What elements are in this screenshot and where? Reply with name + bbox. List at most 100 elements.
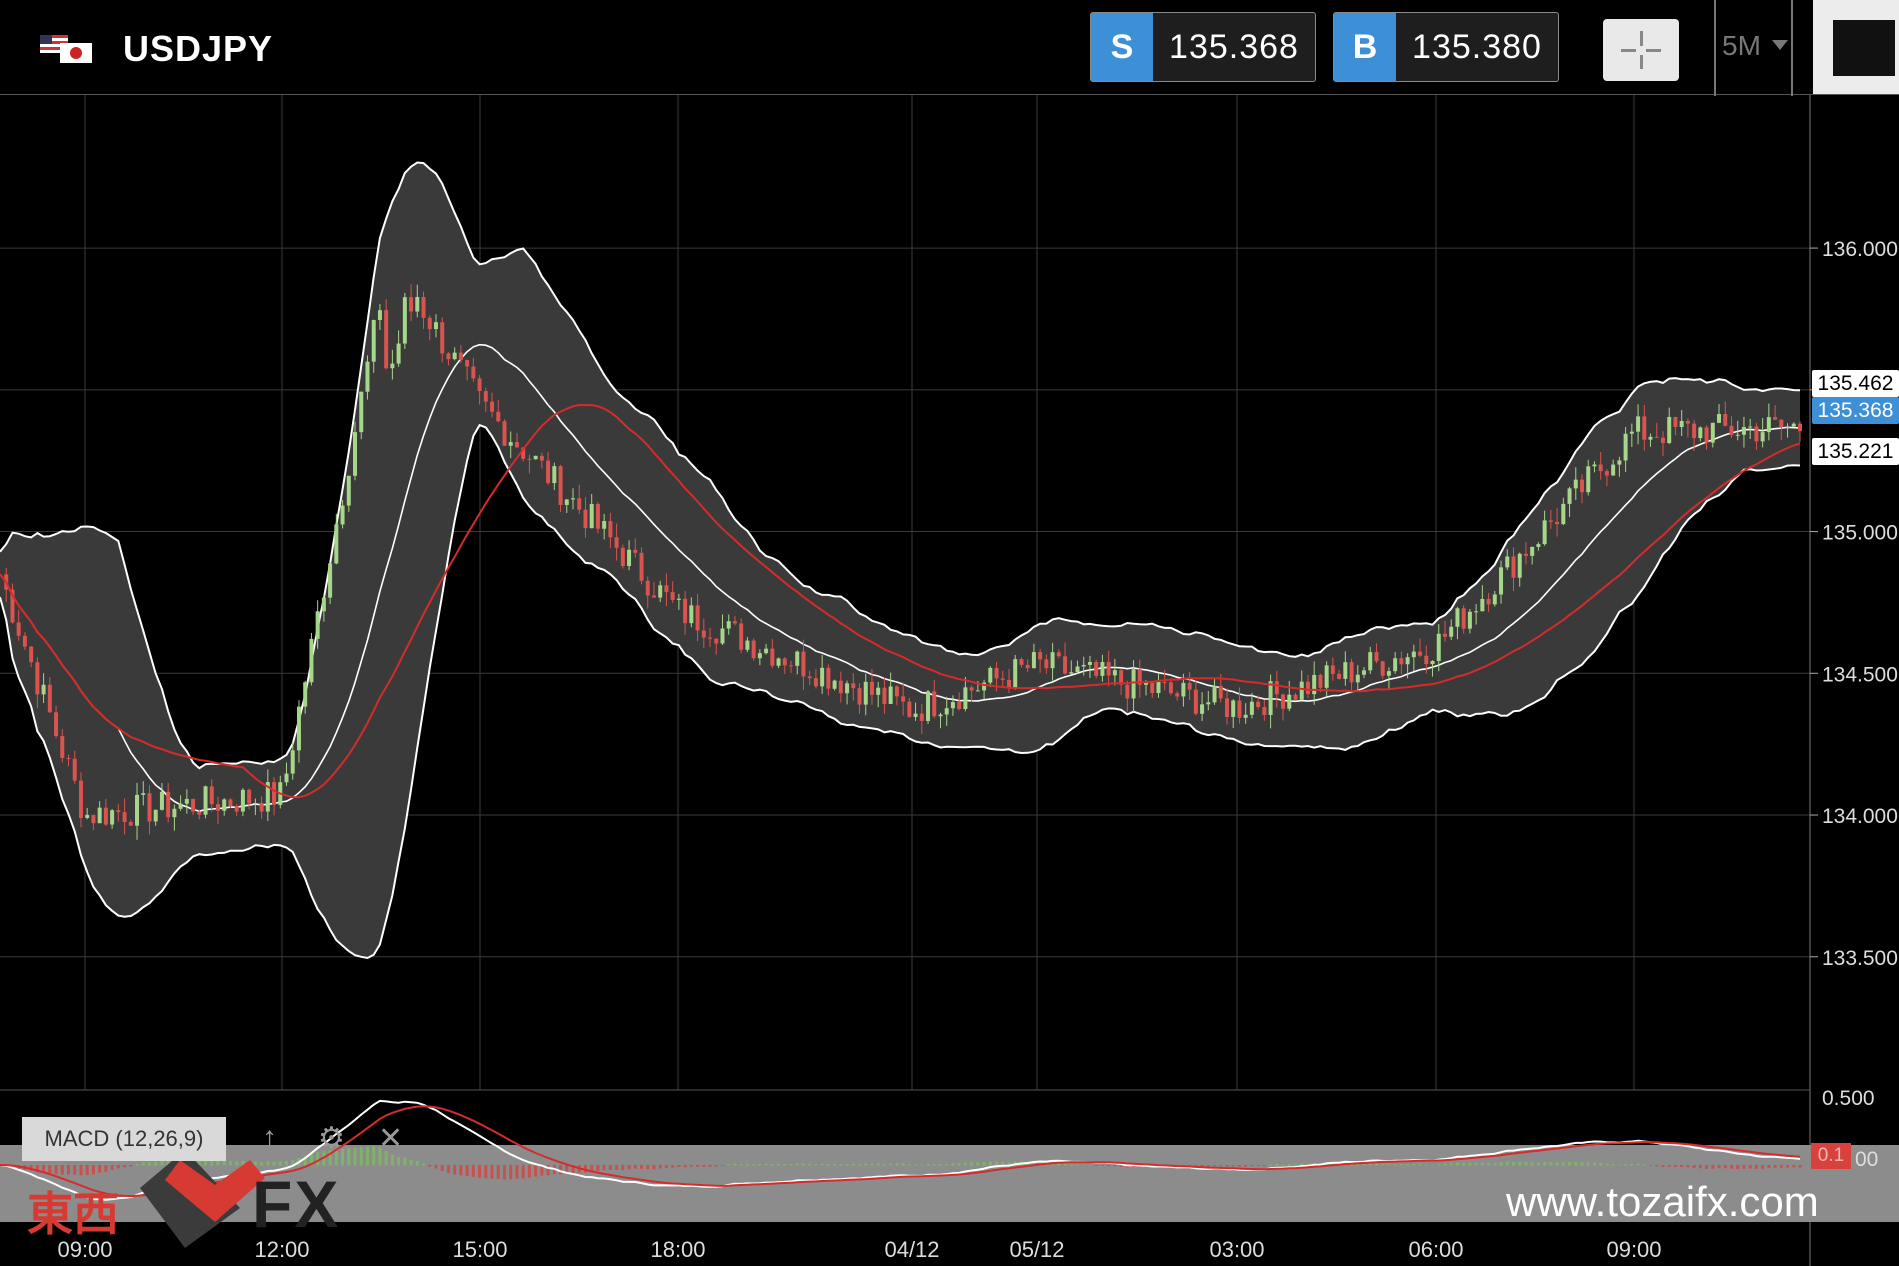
candle-body [1156, 682, 1161, 693]
macd-histogram-bar [1655, 1165, 1659, 1167]
macd-histogram-bar [1736, 1165, 1740, 1169]
macd-histogram-bar [422, 1163, 426, 1166]
macd-histogram-bar [646, 1165, 650, 1170]
macd-indicator-label[interactable]: MACD (12,26,9) [22, 1117, 226, 1161]
candle-body [651, 595, 656, 598]
macd-histogram-bar [67, 1165, 71, 1175]
candle-body [265, 782, 270, 812]
candle-body [346, 475, 351, 506]
macd-histogram-bar [671, 1165, 675, 1168]
macd-histogram-bar [446, 1165, 450, 1174]
candle-body [16, 622, 21, 636]
candle-body [228, 799, 233, 807]
price-tick-label: 133.500 [1822, 947, 1898, 970]
macd-histogram-bar [1256, 1165, 1260, 1166]
macd-histogram-bar [428, 1165, 432, 1167]
macd-histogram-bar [1667, 1165, 1671, 1167]
macd-histogram-bar [602, 1165, 606, 1171]
candle-body [602, 521, 607, 529]
crosshair-button[interactable] [1603, 19, 1679, 81]
candle-body [645, 580, 650, 596]
us-jp-flag-icon [40, 35, 92, 63]
candle-body [708, 637, 713, 639]
candle-body [932, 691, 937, 717]
macd-histogram-bar [1387, 1164, 1391, 1166]
macd-value-badge: 0.1 [1811, 1143, 1851, 1169]
candle-body [390, 363, 395, 369]
candle-body [876, 687, 881, 695]
close-icon[interactable]: ✕ [378, 1122, 404, 1155]
macd-histogram-bar [1624, 1164, 1628, 1166]
macd-histogram-bar [826, 1163, 830, 1166]
macd-histogram-bar [683, 1165, 687, 1168]
macd-histogram-bar [1711, 1165, 1715, 1169]
macd-histogram-bar [228, 1160, 232, 1166]
candle-body [465, 359, 470, 367]
macd-histogram-bar [608, 1165, 612, 1170]
macd-histogram-bar [777, 1163, 781, 1166]
candle-body [234, 806, 239, 812]
candle-body [1604, 471, 1609, 476]
macd-histogram-bar [1331, 1162, 1335, 1166]
candle-body [1798, 423, 1802, 432]
candle-body [1673, 416, 1678, 428]
candle-body [1766, 417, 1771, 433]
candle-body [1511, 556, 1516, 578]
candle-body [91, 814, 96, 824]
watermark-brand-fx: FX [252, 1167, 341, 1241]
candle-body [1399, 658, 1404, 665]
macd-histogram-bar [808, 1163, 812, 1166]
candle-body [608, 521, 613, 538]
macd-histogram-bar [1213, 1165, 1217, 1167]
candle-body [60, 736, 65, 758]
macd-histogram-bar [1393, 1164, 1397, 1166]
candle-body [1119, 670, 1124, 685]
macd-histogram-bar [1792, 1165, 1796, 1168]
macd-histogram-bar [1580, 1162, 1584, 1166]
candle-body [1455, 608, 1460, 627]
candle-body [172, 808, 177, 818]
candle-body [309, 638, 314, 683]
macd-histogram-bar [1437, 1164, 1441, 1166]
timeframe-select[interactable]: 5M [1722, 30, 1761, 61]
macd-histogram-bar [783, 1163, 787, 1166]
candle-body [957, 701, 962, 710]
candle-body [701, 630, 706, 638]
candle-body [919, 713, 924, 721]
candle-body [1281, 694, 1286, 709]
candle-body [1268, 681, 1273, 716]
settings-button[interactable] [1813, 0, 1899, 94]
macd-histogram-bar [1262, 1165, 1266, 1166]
buy-button[interactable]: B 135.380 [1333, 12, 1559, 82]
macd-histogram-bar [54, 1165, 58, 1174]
move-up-icon[interactable]: ↑ [262, 1121, 277, 1154]
macd-histogram-bar [60, 1165, 64, 1175]
macd-histogram-bar [864, 1163, 868, 1166]
macd-histogram-bar [1100, 1165, 1104, 1166]
candle-body [1679, 420, 1684, 428]
macd-histogram-bar [98, 1165, 102, 1173]
candle-body [944, 708, 949, 715]
macd-histogram-bar [1605, 1163, 1609, 1166]
chevron-down-icon[interactable] [1772, 40, 1788, 50]
candle-body [1249, 701, 1254, 715]
macd-histogram-bar [1088, 1164, 1092, 1166]
candle-body [508, 442, 513, 446]
macd-histogram-bar [154, 1161, 158, 1166]
time-tick-label: 03:00 [1209, 1237, 1264, 1262]
sell-button[interactable]: S 135.368 [1090, 12, 1316, 82]
gear-icon[interactable]: ⚙ [318, 1122, 345, 1155]
macd-histogram-bar [253, 1161, 257, 1166]
macd-histogram-bar [658, 1165, 662, 1169]
candle-body [1100, 662, 1105, 676]
candle-body [571, 498, 576, 500]
candle-body [751, 640, 756, 659]
candle-body [153, 809, 158, 822]
candle-body [726, 621, 731, 629]
macd-histogram-bar [341, 1148, 345, 1166]
macd-histogram-bar [1455, 1162, 1459, 1166]
candle-body [789, 665, 794, 667]
candle-body [595, 504, 600, 529]
candle-body [913, 713, 918, 717]
